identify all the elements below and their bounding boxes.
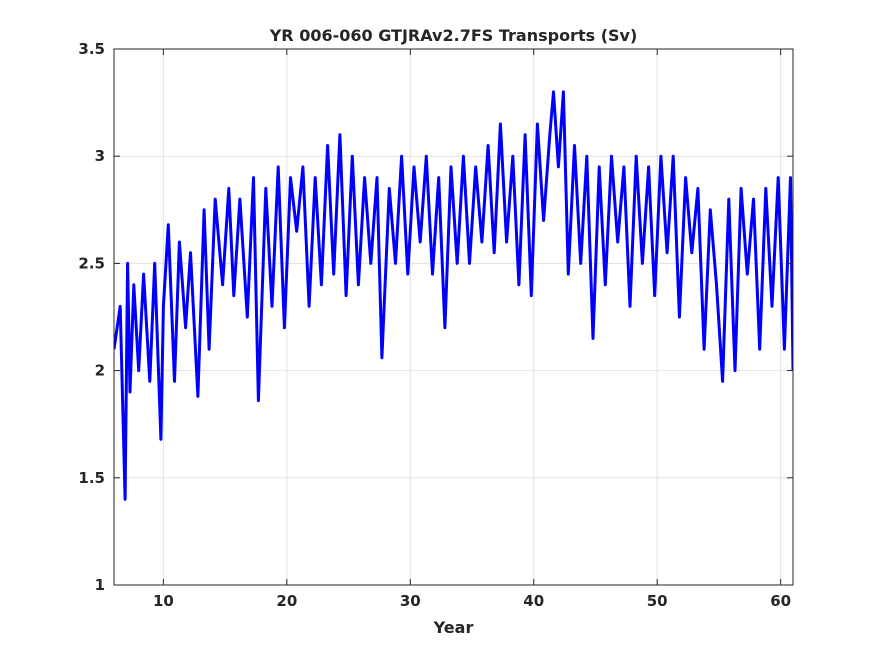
x-tick-label: 30 [400,592,421,610]
ticks: 10 20 30 40 50 60 1 1.5 2 2.5 3 3.5 [78,40,793,610]
x-tick-label: 10 [153,592,174,610]
y-tick-label: 1 [95,576,105,594]
x-tick-label: 20 [276,592,297,610]
y-tick-label: 1.5 [78,469,105,487]
grid [114,48,793,586]
y-tick-label: 3 [95,147,105,165]
x-tick-label: 40 [523,592,544,610]
y-tick-label: 3.5 [78,40,105,58]
x-tick-label: 50 [647,592,668,610]
x-tick-label: 60 [770,592,791,610]
y-tick-label: 2.5 [78,254,105,272]
chart-title: YR 006-060 GTJRAv2.7FS Transports (Sv) [269,26,638,45]
y-tick-label: 2 [95,362,105,380]
axes-box [113,48,794,586]
series-line-0 [114,90,793,501]
series-layer [114,90,793,501]
x-axis-label: Year [433,618,474,637]
